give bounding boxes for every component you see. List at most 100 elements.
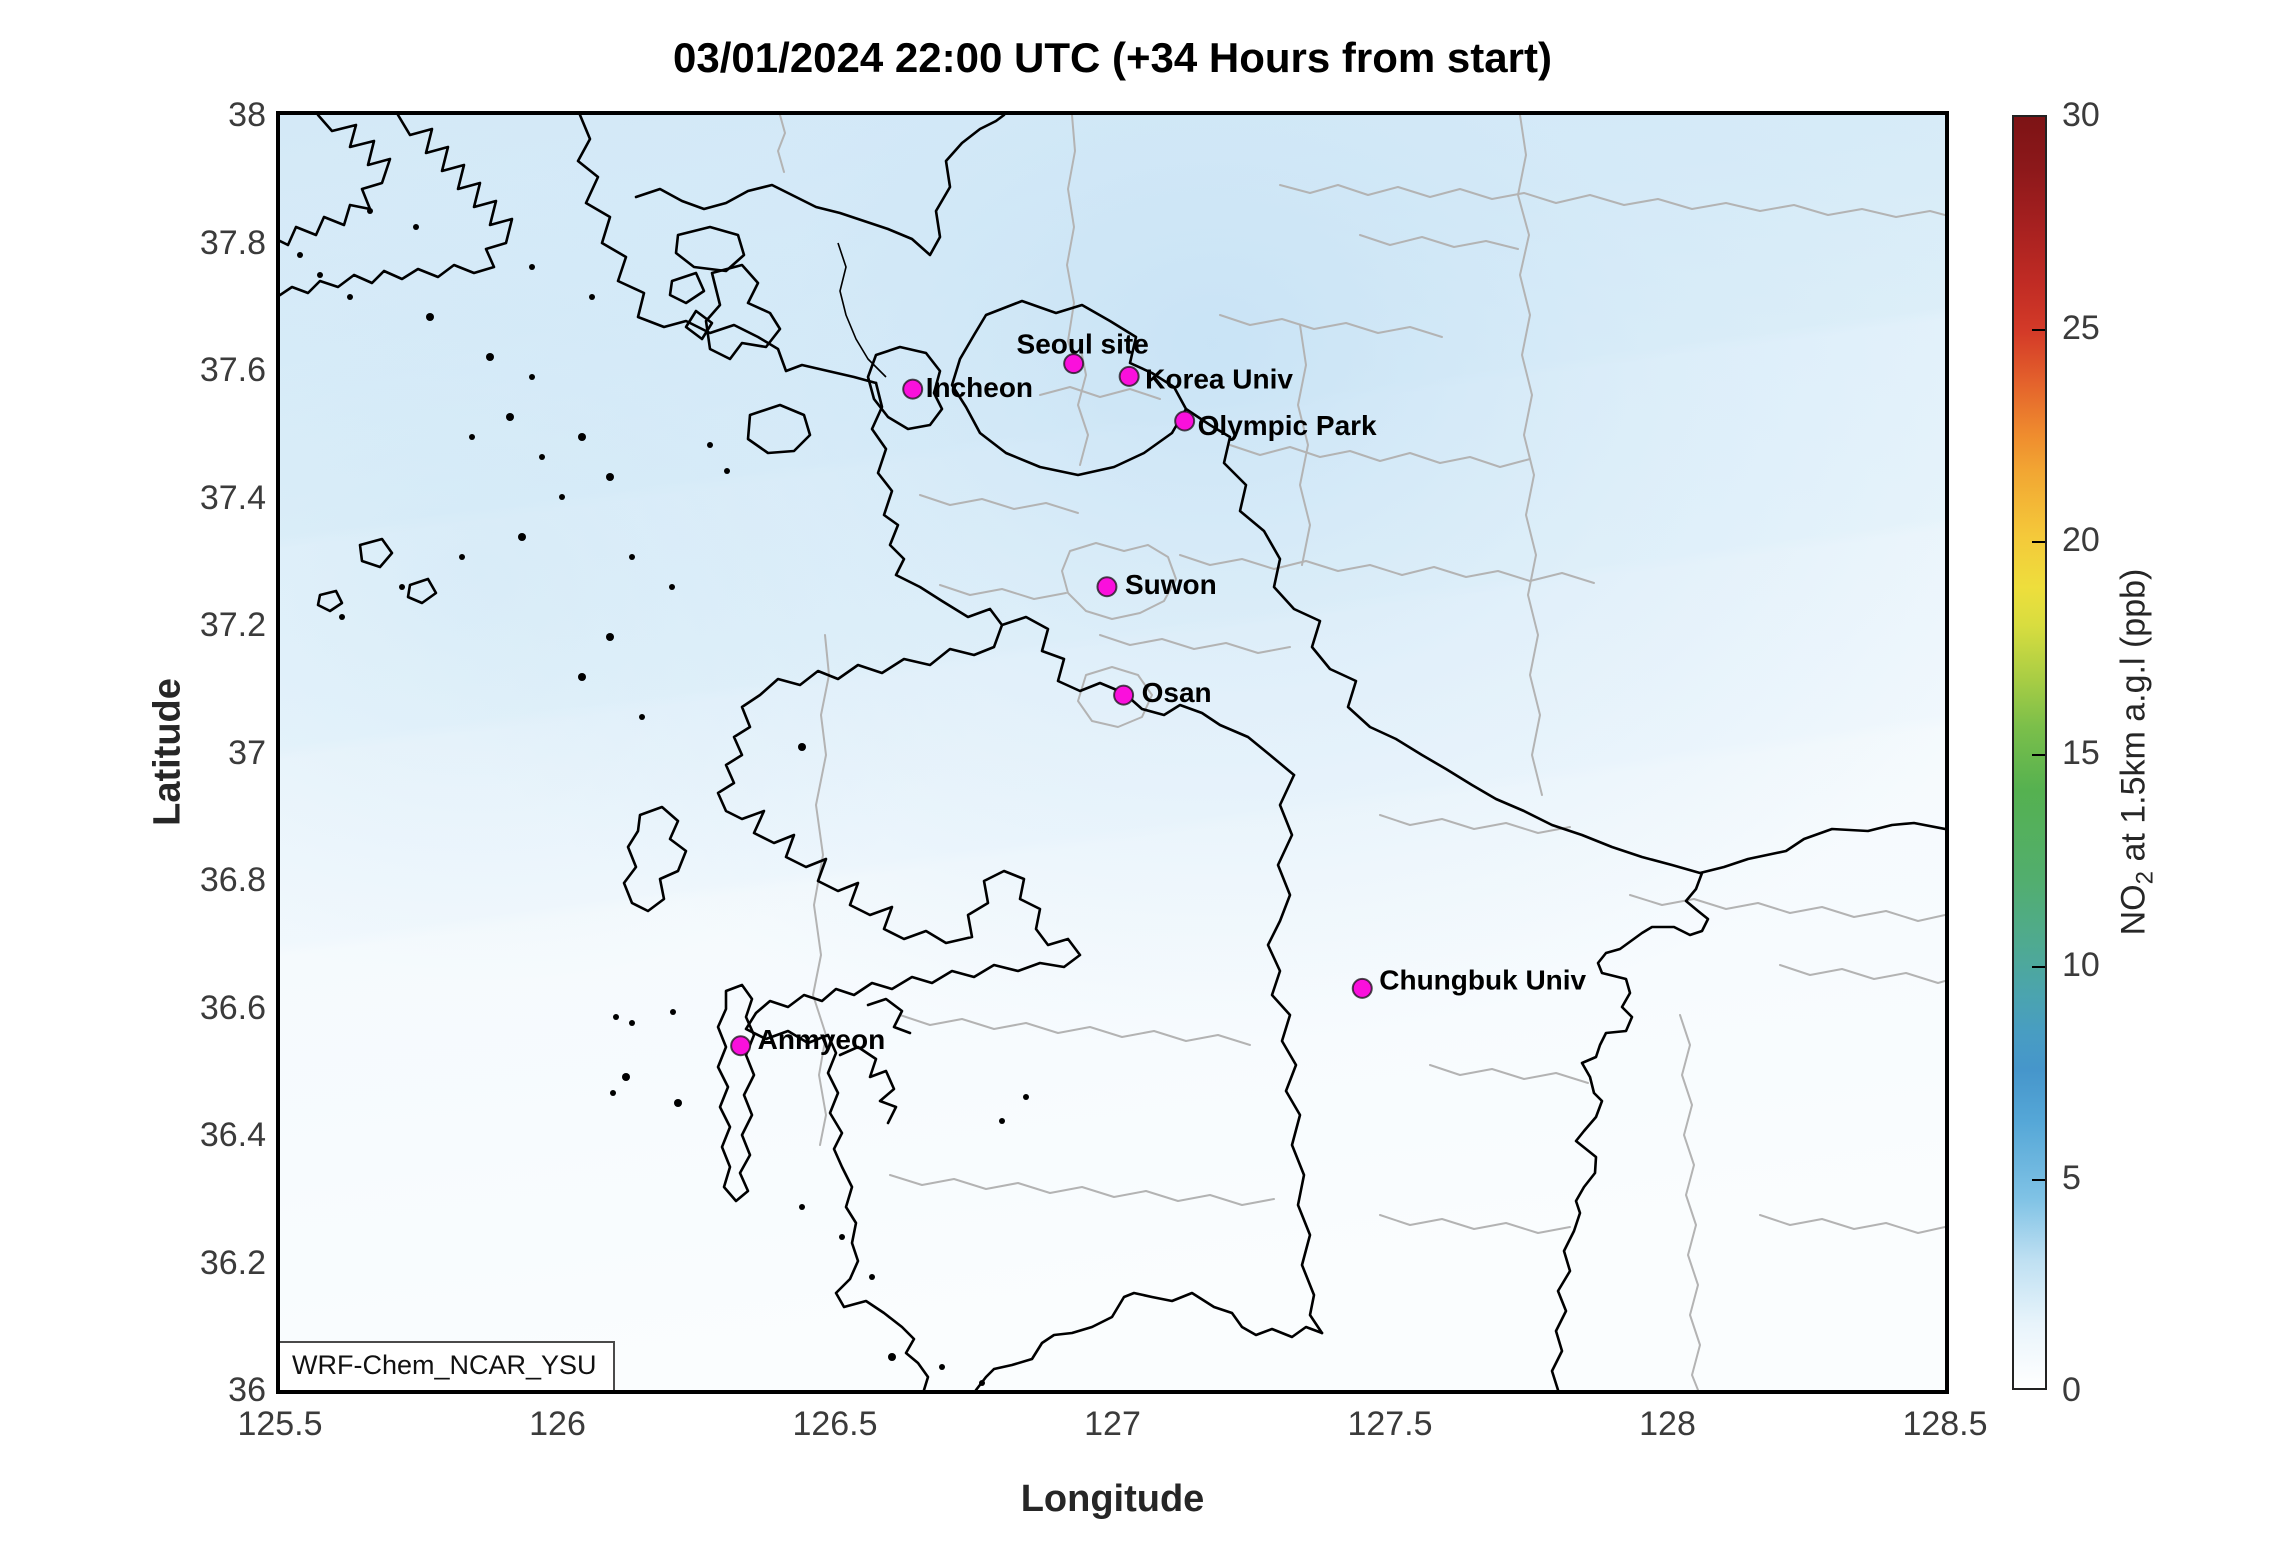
island-speck (674, 1099, 682, 1107)
map-plot: Seoul site Korea Univ Incheon Olympic Park S… (276, 111, 1949, 1394)
colorbar-tick-mark (2032, 753, 2045, 756)
island-speck (469, 434, 475, 440)
station-label: Anmyeon (758, 1024, 886, 1055)
station-label: Osan (1142, 677, 1212, 708)
island-speck (670, 1009, 676, 1015)
island-speck (606, 473, 614, 481)
island-speck (798, 743, 806, 751)
colorbar-label-subscript: 2 (2131, 871, 2159, 885)
colorbar-tick-label: 20 (2062, 521, 2100, 559)
island-speck (669, 584, 675, 590)
x-tick-label: 128.5 (1902, 1405, 1988, 1443)
island-speck (610, 1090, 616, 1096)
island-speck (506, 413, 514, 421)
island-speck (1023, 1094, 1029, 1100)
station-marker (1174, 410, 1196, 432)
y-tick-label: 36.2 (199, 1243, 266, 1282)
no2-concentration-field (280, 115, 1945, 1390)
island-speck (578, 673, 586, 681)
station-marker (730, 1035, 752, 1057)
y-tick-label: 37.6 (199, 351, 266, 389)
island-speck (606, 633, 614, 641)
island-speck (367, 208, 373, 214)
island-speck (529, 374, 535, 380)
colorbar (2012, 115, 2047, 1390)
colorbar-tick-mark (2032, 1178, 2045, 1181)
y-tick-label: 37 (228, 733, 266, 772)
colorbar-label-suffix: at 1.5km a.g.l (ppb) (2114, 568, 2153, 872)
y-tick-label: 37.4 (199, 478, 266, 517)
island-speck (339, 614, 345, 620)
y-tick-label: 36.4 (199, 1116, 266, 1154)
island-speck (426, 313, 434, 321)
island-speck (979, 1380, 985, 1386)
station-label: Suwon (1125, 569, 1217, 600)
station-marker (1113, 684, 1135, 706)
island-speck (639, 714, 645, 720)
island-speck (518, 533, 526, 541)
island-speck (799, 1204, 805, 1210)
x-tick-label: 126.5 (792, 1405, 878, 1443)
colorbar-tick-label: 0 (2062, 1371, 2081, 1409)
island-speck (347, 294, 353, 300)
island-speck (399, 584, 405, 590)
colorbar-label: NO2 at 1.5km a.g.l (ppb) (2115, 569, 2160, 936)
y-tick-label: 36 (228, 1371, 266, 1409)
island-speck (707, 442, 713, 448)
station-label: Incheon (926, 372, 1033, 403)
plot-title: 03/01/2024 22:00 UTC (+34 Hours from sta… (673, 34, 1552, 81)
colorbar-label-prefix: NO (2114, 884, 2153, 936)
x-axis-label: Longitude (1020, 1478, 1205, 1520)
colorbar-tick-label: 25 (2062, 308, 2100, 347)
station-label: Seoul site (1017, 329, 1149, 360)
island-speck (939, 1364, 945, 1370)
island-speck (578, 433, 586, 441)
colorbar-tick-label: 10 (2062, 946, 2100, 984)
colorbar-tick-label: 15 (2062, 733, 2100, 772)
y-tick-label: 37.8 (199, 223, 266, 262)
station-marker (1118, 365, 1140, 387)
island-speck (724, 468, 730, 474)
x-tick-label: 126 (529, 1405, 586, 1443)
island-speck (413, 224, 419, 230)
island-speck (529, 264, 535, 270)
x-tick-label: 128 (1639, 1405, 1696, 1443)
colorbar-tick-label: 30 (2062, 96, 2100, 134)
admin-boundaries (777, 115, 1945, 1390)
y-tick-label: 36.8 (199, 861, 266, 899)
station-marker (1351, 977, 1373, 999)
island-speck (317, 272, 323, 278)
y-tick-label: 38 (228, 96, 266, 134)
island-speck (869, 1274, 875, 1280)
island-speck (459, 554, 465, 560)
island-speck (297, 252, 303, 258)
station-label: Korea Univ (1145, 363, 1293, 394)
colorbar-tick-mark (2032, 328, 2045, 331)
station-marker (1096, 576, 1118, 598)
island-speck (629, 554, 635, 560)
island-specks (297, 208, 1029, 1386)
station-label: Olympic Park (1198, 410, 1377, 441)
x-tick-label: 127 (1084, 1405, 1141, 1443)
x-tick-label: 127.5 (1347, 1405, 1433, 1443)
station-marker (1063, 353, 1085, 375)
island-speck (839, 1234, 845, 1240)
model-label-box: WRF-Chem_NCAR_YSU (280, 1341, 615, 1390)
colorbar-tick-mark (2032, 541, 2045, 543)
station-marker (902, 378, 924, 400)
island-speck (589, 294, 595, 300)
island-speck (622, 1073, 630, 1081)
island-speck (629, 1020, 635, 1026)
island-speck (559, 494, 565, 500)
island-speck (539, 454, 545, 460)
colorbar-tick-mark (2032, 966, 2045, 968)
coastlines (280, 115, 1945, 1390)
island-speck (999, 1118, 1005, 1124)
y-tick-label: 37.2 (199, 606, 266, 644)
colorbar-tick-label: 5 (2062, 1158, 2081, 1197)
island-speck (888, 1353, 896, 1361)
island-speck (486, 353, 494, 361)
